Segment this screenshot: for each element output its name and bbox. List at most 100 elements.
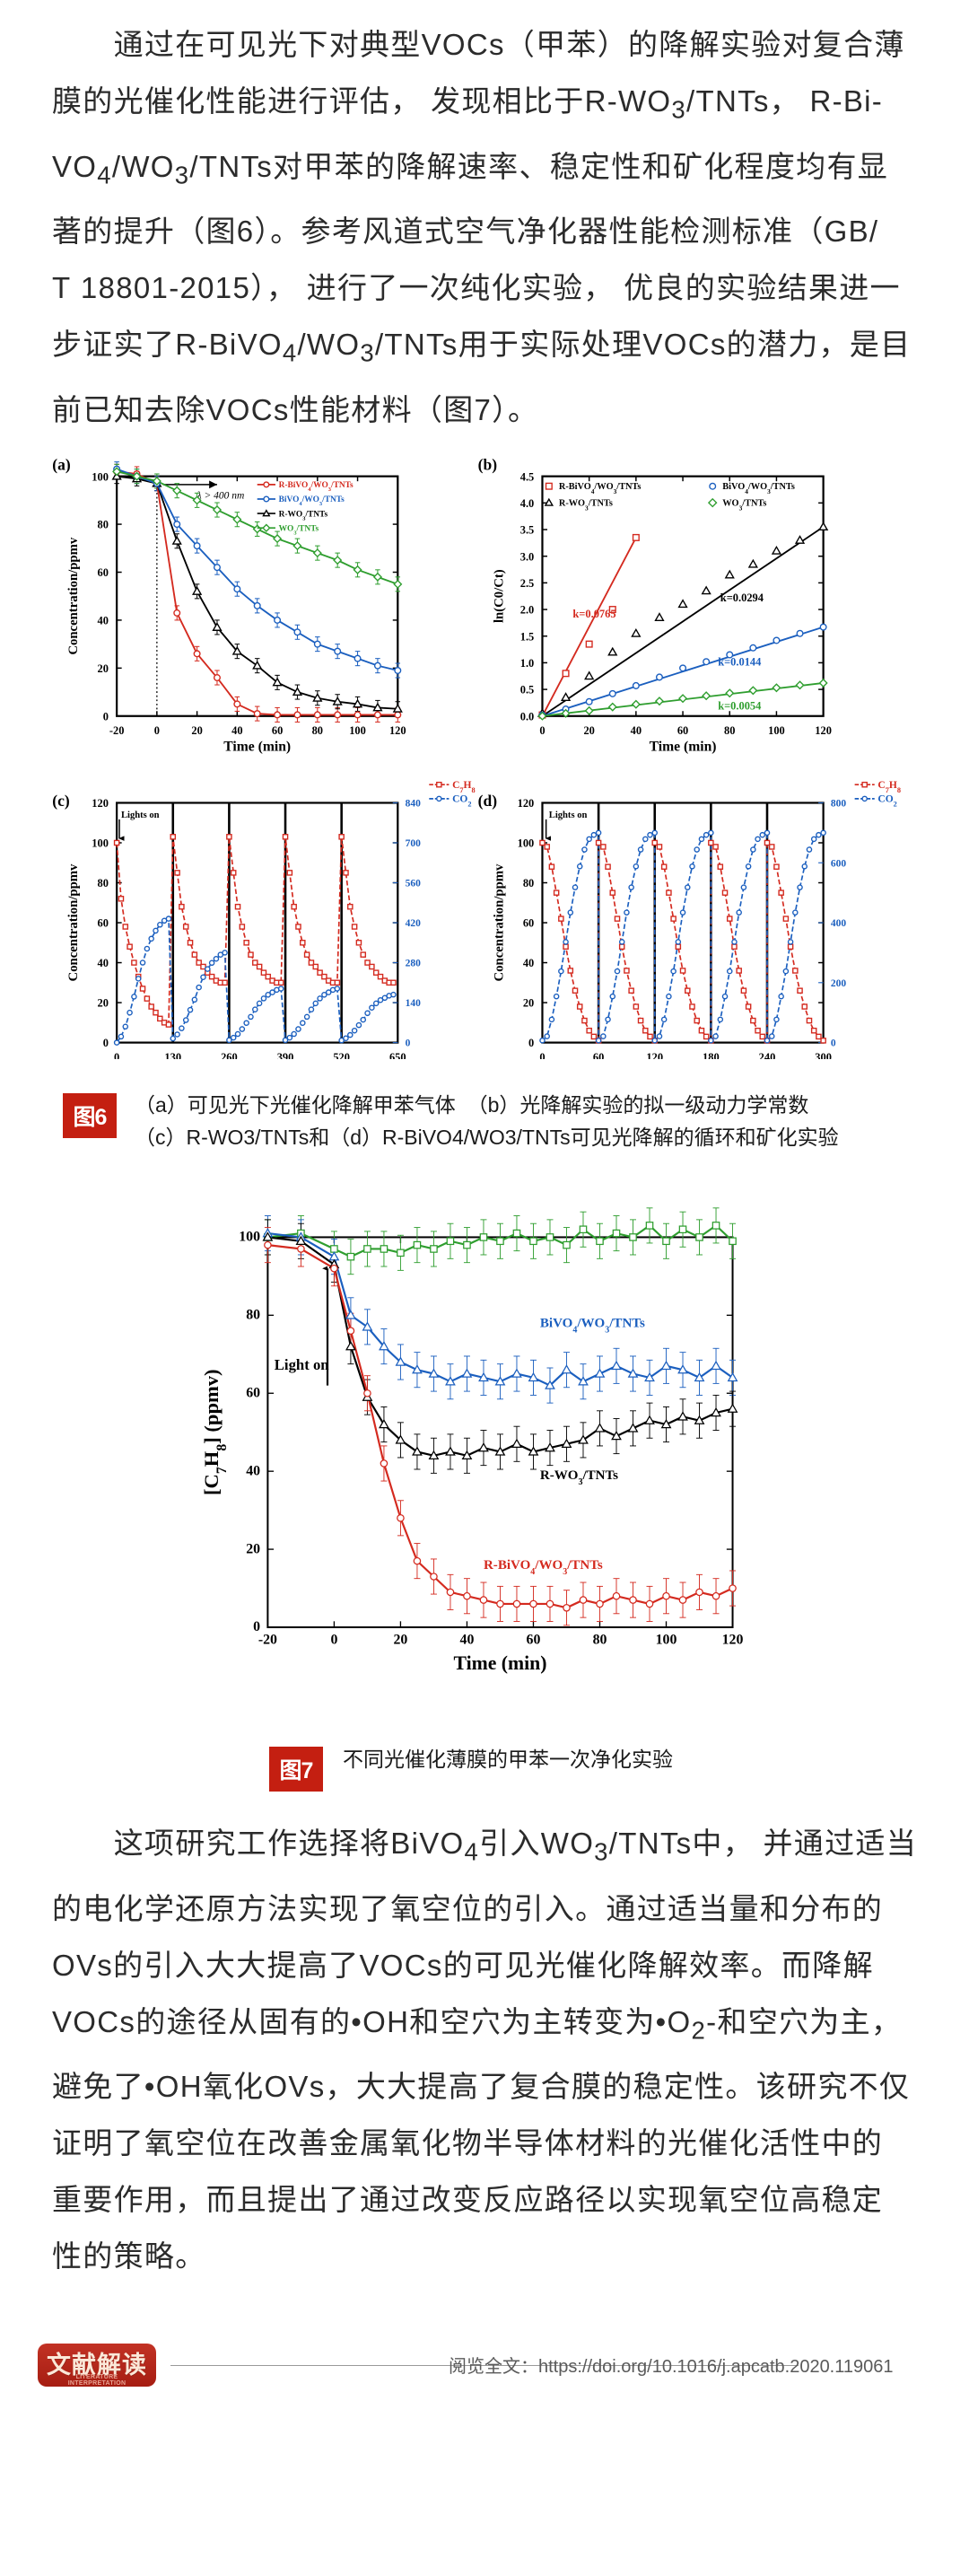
svg-text:120: 120: [518, 797, 535, 810]
svg-text:80: 80: [523, 877, 534, 889]
svg-text:Concentration/ppmv: Concentration/ppmv: [492, 863, 506, 981]
svg-text:60: 60: [272, 724, 283, 737]
svg-text:40: 40: [246, 1463, 260, 1478]
svg-text:240: 240: [759, 1051, 776, 1059]
svg-text:260: 260: [221, 1051, 238, 1059]
svg-text:700: 700: [406, 838, 422, 849]
svg-text:k=0.0765: k=0.0765: [572, 608, 615, 620]
svg-text:20: 20: [97, 997, 108, 1010]
svg-text:60: 60: [593, 1051, 604, 1059]
svg-text:200: 200: [831, 978, 847, 989]
svg-text:λ > 400 nm: λ > 400 nm: [196, 491, 245, 502]
svg-text:120: 120: [389, 724, 406, 737]
svg-text:ln(C0/Ct): ln(C0/Ct): [492, 569, 506, 623]
svg-text:40: 40: [231, 724, 242, 737]
svg-text:Time (min): Time (min): [650, 739, 717, 754]
svg-text:Lights on: Lights on: [121, 810, 160, 820]
svg-text:20: 20: [246, 1541, 260, 1556]
svg-text:100: 100: [768, 724, 785, 737]
svg-text:40: 40: [97, 957, 108, 969]
svg-text:1.0: 1.0: [520, 657, 535, 670]
svg-text:0: 0: [406, 1038, 411, 1049]
svg-text:Concentration/ppmv: Concentration/ppmv: [66, 863, 81, 981]
svg-text:560: 560: [406, 879, 422, 889]
svg-text:3.0: 3.0: [520, 550, 535, 563]
svg-text:20: 20: [97, 662, 108, 675]
svg-text:180: 180: [703, 1051, 720, 1059]
svg-text:0: 0: [114, 1051, 119, 1059]
svg-text:40: 40: [523, 957, 534, 969]
svg-text:40: 40: [460, 1632, 475, 1647]
svg-text:840: 840: [406, 799, 422, 810]
svg-text:120: 120: [815, 724, 832, 737]
svg-text:40: 40: [631, 724, 642, 737]
svg-text:Concentration/ppmv: Concentration/ppmv: [66, 537, 81, 654]
svg-text:0: 0: [103, 710, 109, 723]
svg-text:20: 20: [523, 997, 534, 1010]
svg-text:-20: -20: [258, 1632, 277, 1647]
svg-text:2.0: 2.0: [520, 604, 535, 617]
svg-text:80: 80: [97, 877, 108, 889]
svg-text:60: 60: [527, 1632, 541, 1647]
svg-text:k=0.0294: k=0.0294: [720, 591, 764, 604]
svg-text:100: 100: [92, 470, 109, 483]
svg-text:60: 60: [97, 566, 108, 579]
svg-text:120: 120: [646, 1051, 663, 1059]
svg-text:60: 60: [677, 724, 688, 737]
svg-text:3.5: 3.5: [520, 524, 535, 537]
svg-text:100: 100: [518, 837, 535, 850]
svg-text:(b): (b): [478, 455, 498, 473]
svg-text:520: 520: [333, 1051, 350, 1059]
svg-text:120: 120: [722, 1632, 744, 1647]
svg-text:600: 600: [831, 858, 847, 869]
svg-text:120: 120: [92, 797, 109, 810]
svg-text:390: 390: [277, 1051, 294, 1059]
svg-text:40: 40: [97, 615, 108, 627]
svg-text:300: 300: [815, 1051, 832, 1059]
svg-text:80: 80: [724, 724, 735, 737]
svg-text:280: 280: [406, 959, 422, 969]
svg-text:60: 60: [246, 1385, 260, 1400]
svg-text:800: 800: [831, 799, 847, 810]
svg-text:0: 0: [539, 1051, 545, 1059]
svg-text:4.0: 4.0: [520, 497, 535, 510]
svg-text:20: 20: [394, 1632, 408, 1647]
svg-text:80: 80: [97, 519, 108, 531]
svg-text:0: 0: [539, 724, 545, 737]
svg-text:80: 80: [246, 1308, 260, 1323]
svg-text:(a): (a): [52, 455, 71, 473]
svg-text:0: 0: [103, 1037, 109, 1049]
svg-text:0.0: 0.0: [520, 710, 535, 723]
svg-text:0: 0: [253, 1619, 260, 1634]
svg-text:650: 650: [389, 1051, 406, 1059]
svg-text:80: 80: [593, 1632, 607, 1647]
svg-text:4.5: 4.5: [520, 470, 535, 483]
svg-text:400: 400: [831, 918, 847, 929]
svg-text:0: 0: [154, 724, 160, 737]
svg-text:k=0.0144: k=0.0144: [718, 655, 761, 668]
svg-text:1.5: 1.5: [520, 630, 535, 643]
svg-text:k=0.0054: k=0.0054: [718, 700, 761, 713]
svg-text:140: 140: [406, 998, 422, 1009]
svg-text:20: 20: [191, 724, 202, 737]
svg-text:80: 80: [312, 724, 323, 737]
svg-text:0: 0: [831, 1038, 836, 1049]
svg-text:-20: -20: [109, 724, 125, 737]
svg-text:130: 130: [164, 1051, 181, 1059]
svg-text:0: 0: [528, 1037, 534, 1049]
svg-text:420: 420: [406, 918, 422, 929]
svg-text:60: 60: [97, 917, 108, 930]
svg-text:100: 100: [349, 724, 366, 737]
svg-text:Time (min): Time (min): [223, 739, 291, 754]
svg-text:(c): (c): [52, 792, 70, 810]
svg-text:60: 60: [523, 917, 534, 930]
svg-text:100: 100: [92, 837, 109, 850]
svg-text:Lights on: Lights on: [549, 810, 588, 820]
svg-text:0.5: 0.5: [520, 684, 535, 697]
svg-text:Light on: Light on: [275, 1356, 330, 1373]
svg-text:20: 20: [583, 724, 594, 737]
svg-text:2.5: 2.5: [520, 577, 535, 590]
svg-text:100: 100: [656, 1632, 677, 1647]
svg-text:Time (min): Time (min): [453, 1652, 546, 1674]
svg-text:100: 100: [239, 1230, 260, 1245]
